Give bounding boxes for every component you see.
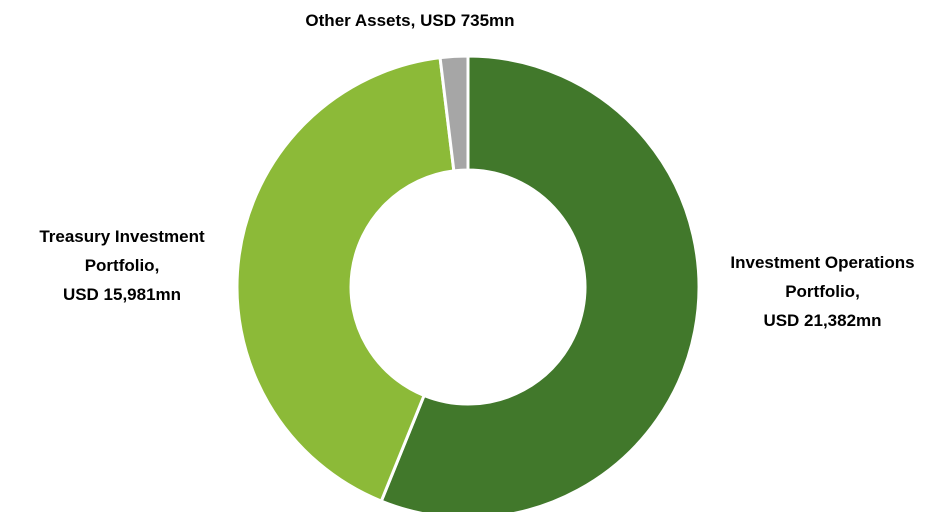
slice-label: Treasury Investment Portfolio, USD 15,98… bbox=[12, 222, 232, 309]
category-label: Treasury Investment Portfolio, bbox=[39, 227, 205, 275]
category-label: Other Assets, bbox=[305, 11, 416, 30]
donut-slice bbox=[438, 54, 470, 173]
donut-slice bbox=[235, 56, 456, 504]
slice-label: Other Assets, USD 735mn bbox=[210, 6, 610, 35]
category-label: Investment Operations Portfolio, bbox=[730, 253, 915, 301]
slice-label: Investment Operations Portfolio, USD 21,… bbox=[700, 248, 945, 335]
value-label: USD 21,382mn bbox=[763, 311, 882, 330]
donut-slice bbox=[379, 54, 701, 512]
value-label: USD 15,981mn bbox=[62, 285, 182, 304]
value-label: USD 735mn bbox=[420, 11, 515, 30]
